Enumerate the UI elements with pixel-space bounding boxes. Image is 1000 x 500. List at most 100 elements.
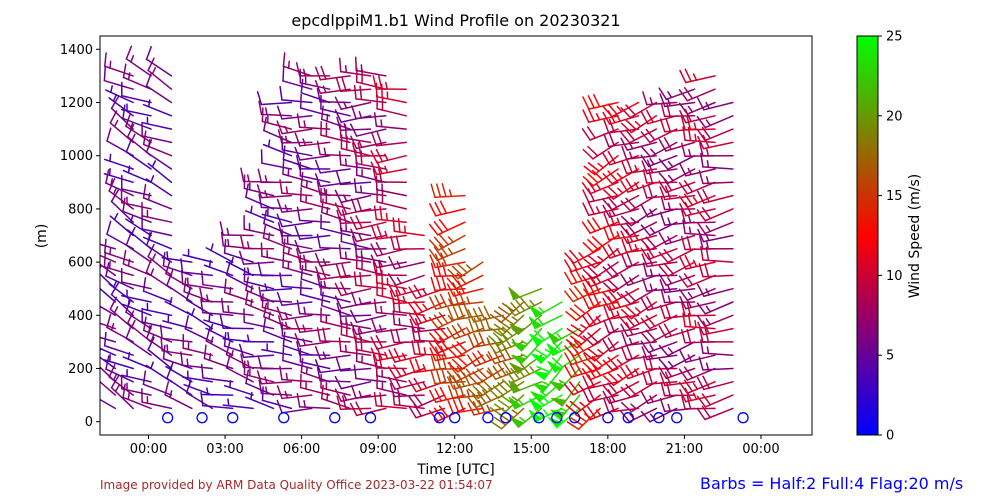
wind-barb [640, 141, 678, 158]
barb-full [660, 102, 666, 118]
wind-barb [295, 62, 331, 77]
barb-staff [141, 401, 173, 410]
wind-barb [658, 87, 696, 101]
barb-full [625, 178, 634, 192]
barb-half [264, 107, 268, 116]
barb-staff [663, 208, 696, 211]
barb-half [284, 311, 289, 320]
barb-full [438, 312, 449, 325]
wind-barb [678, 193, 716, 208]
barb-full [502, 361, 512, 375]
barb-half [687, 300, 692, 309]
wind-barb [279, 365, 313, 383]
barb-full [482, 389, 492, 402]
barb-full [125, 138, 132, 153]
barb-full [587, 108, 595, 122]
barb-flag [508, 396, 522, 410]
barb-full [334, 109, 342, 123]
barb-full [447, 306, 454, 321]
barb-full [678, 195, 689, 208]
barb-staff [100, 398, 117, 410]
wind-barb [120, 374, 152, 396]
barb-half [169, 296, 173, 305]
barb-half [616, 172, 623, 180]
barb-half [667, 284, 672, 293]
barb-full [447, 346, 458, 359]
barb-full [566, 328, 580, 337]
barb-full [335, 77, 342, 92]
barb-full [143, 316, 147, 332]
barb-full [436, 355, 442, 370]
barb-full [608, 225, 615, 240]
barb-full [607, 244, 616, 258]
barb-full [376, 131, 383, 146]
barb-full [441, 276, 447, 291]
barb-staff [147, 348, 173, 370]
barb-half [188, 379, 191, 388]
barb-full [440, 252, 447, 267]
barb-half [148, 139, 151, 148]
wind-barb [203, 344, 234, 370]
barb-full [473, 333, 480, 347]
wind-barb [467, 367, 504, 386]
barb-flag [546, 343, 561, 356]
barb-full [587, 358, 599, 370]
barb-full [314, 66, 322, 81]
barb-full [257, 261, 263, 277]
barb-staff [122, 117, 152, 130]
barb-full [587, 188, 595, 202]
barb-staff [125, 311, 152, 330]
wind-barb [640, 296, 678, 311]
wind-barb [164, 296, 193, 317]
barb-full [336, 209, 342, 224]
barb-full [702, 189, 710, 203]
barb-staff [630, 301, 658, 320]
barb-full [276, 385, 283, 400]
barb-full [699, 235, 704, 250]
barb-full [593, 293, 601, 307]
barb-full [497, 382, 509, 393]
wind-barb [294, 318, 331, 334]
barb-full [441, 369, 447, 384]
wind-barb [564, 381, 601, 396]
wind-barb [108, 280, 134, 303]
barb-full [389, 289, 395, 305]
barb-full [700, 246, 704, 261]
barb-full [395, 289, 401, 304]
wind-barb [100, 398, 117, 410]
barb-half [285, 372, 289, 381]
barb-half [687, 354, 692, 362]
barb-half [402, 295, 406, 304]
barb-full [240, 167, 245, 183]
barb-full [145, 72, 152, 87]
barb-full [340, 281, 348, 296]
barb-half [595, 183, 602, 191]
barb-full [481, 379, 493, 390]
barb-half [539, 390, 547, 397]
barb-full [602, 245, 611, 259]
barb-full [683, 193, 694, 206]
barb-full [660, 288, 666, 304]
barb-half [206, 294, 209, 303]
wind-barb [244, 290, 275, 317]
wind-barb [467, 305, 504, 323]
barb-half [616, 231, 621, 239]
wind-barb [505, 363, 543, 383]
barb-full [582, 202, 590, 216]
wind-barb [240, 167, 275, 184]
barb-full [642, 277, 648, 292]
barb-staff [203, 319, 234, 330]
colorbar [856, 35, 879, 436]
barb-full [602, 390, 611, 404]
barb-staff [630, 394, 658, 413]
wind-barb [100, 322, 117, 330]
barb-full [428, 316, 439, 329]
calm-marker [622, 412, 634, 424]
barb-full [625, 129, 636, 141]
y-tick-label: 1000 [60, 149, 93, 164]
barb-full [446, 370, 457, 383]
wind-barb [105, 262, 134, 290]
wind-barb [353, 84, 387, 104]
barb-half [151, 67, 157, 75]
barb-half [597, 255, 605, 262]
